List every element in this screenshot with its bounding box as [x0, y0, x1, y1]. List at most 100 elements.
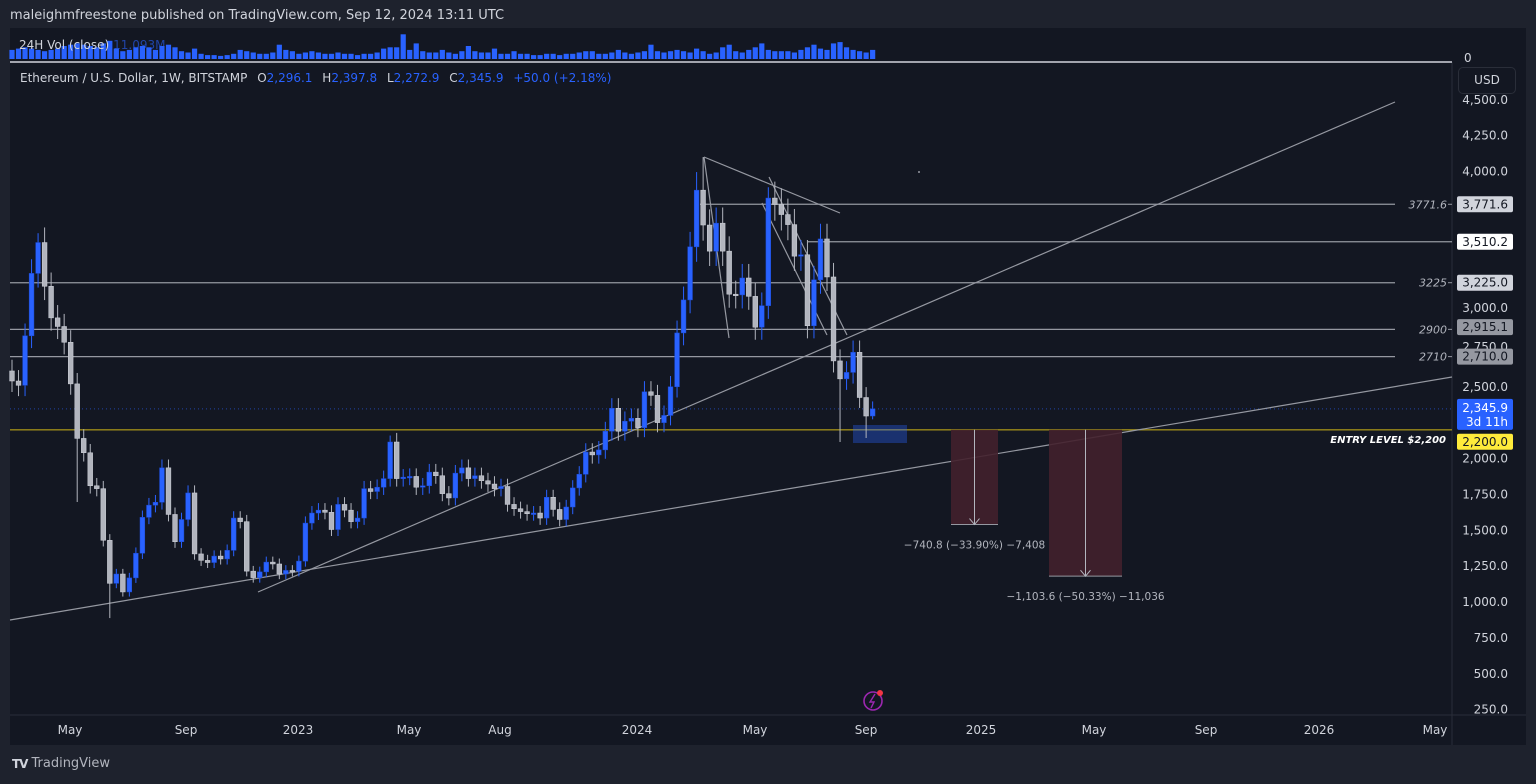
arrow-down-icon — [1080, 569, 1091, 577]
volume-bar — [583, 51, 589, 59]
candle-body — [289, 570, 296, 573]
candle-body — [563, 506, 569, 520]
y-tick-label: 1,000.0 — [1462, 595, 1508, 609]
candle-body — [720, 222, 726, 252]
volume-bar — [81, 44, 87, 59]
candle-body — [211, 555, 217, 563]
candle — [615, 398, 622, 441]
candle-body — [589, 451, 595, 456]
low-label: L — [386, 71, 394, 85]
volume-bar — [485, 52, 491, 59]
volume-bar — [191, 48, 198, 59]
volume-bar — [498, 53, 504, 59]
candle — [739, 263, 745, 309]
candle-body — [674, 332, 680, 387]
volume-bar — [602, 53, 608, 59]
volume-bar — [283, 49, 289, 59]
y-tick-label: 750.0 — [1474, 631, 1508, 645]
candle-body — [276, 563, 282, 575]
candle-body — [224, 550, 230, 560]
candle-body — [159, 467, 165, 503]
x-tick-label: 2023 — [283, 723, 314, 737]
candle — [765, 187, 771, 319]
candle-body — [374, 486, 380, 492]
candle-body — [250, 570, 256, 578]
volume-bar — [667, 51, 674, 59]
horizontal-levels[interactable]: 3771.6 3225 2900 2710 ENTRY LEVEL $2,200 — [10, 198, 1452, 446]
candle-body — [407, 476, 413, 479]
candle — [400, 469, 406, 487]
volume-bar — [609, 52, 615, 59]
candle — [798, 240, 804, 271]
volume-bar — [120, 51, 126, 59]
candle — [824, 223, 830, 292]
candle-body — [296, 560, 302, 572]
candle — [237, 511, 243, 529]
volume-bar — [178, 51, 185, 59]
volume-bar — [426, 52, 432, 59]
candle-body — [609, 408, 615, 432]
candle — [609, 398, 615, 441]
candle-body — [283, 570, 289, 575]
level-label: 2900 — [1419, 323, 1447, 336]
volume-bar — [28, 48, 35, 59]
x-tick-label: May — [397, 723, 422, 737]
currency-button[interactable]: USD — [1458, 67, 1516, 94]
volume-bar — [42, 51, 48, 59]
volume-bar — [9, 49, 15, 59]
descending-top-line[interactable] — [703, 156, 841, 214]
candle — [622, 411, 628, 441]
candle-body — [648, 391, 654, 396]
candle — [433, 463, 439, 484]
candle-body — [361, 488, 367, 519]
symbol-title[interactable]: Ethereum / U.S. Dollar, 1W, BITSTAMP — [20, 71, 248, 85]
candle-body — [152, 502, 159, 506]
volume-bar — [837, 42, 843, 59]
symbol-legend[interactable]: Ethereum / U.S. Dollar, 1W, BITSTAMP O2,… — [20, 71, 611, 85]
x-tick-label: May — [58, 723, 83, 737]
volume-bar — [439, 49, 445, 59]
candle-body — [94, 485, 100, 489]
current-price-label: 2,345.9 — [1462, 401, 1508, 415]
candle-body — [511, 504, 517, 509]
volume-value: 11.093M — [113, 38, 166, 52]
candle — [270, 556, 276, 570]
candle-body — [302, 522, 309, 562]
candle-body — [778, 204, 785, 215]
candle-body — [28, 273, 35, 337]
volume-bar — [126, 49, 132, 59]
entry-level-label: ENTRY LEVEL $2,200 — [1330, 435, 1446, 446]
volume-bar — [465, 46, 471, 59]
measurements[interactable]: −740.8 (−33.90%) −7,408 −1,103.6 (−50.33%… — [904, 429, 1165, 603]
candle — [87, 443, 93, 494]
candle — [628, 408, 635, 431]
volume-bar — [654, 51, 661, 59]
volume-bar — [524, 53, 530, 59]
candle-body — [785, 214, 791, 225]
volume-bar — [596, 53, 602, 59]
candle-body — [48, 286, 54, 319]
lightning-icon[interactable] — [863, 690, 883, 711]
candle-body — [811, 279, 817, 327]
candle-body — [628, 418, 635, 422]
tradingview-logo[interactable]: TV TradingView — [12, 756, 110, 771]
volume-bar — [315, 52, 322, 59]
candle-body — [165, 467, 172, 515]
candle — [283, 565, 289, 580]
support-trendline[interactable] — [9, 376, 1453, 621]
level-label: 2710 — [1419, 351, 1447, 364]
volume-bar — [289, 51, 295, 59]
candle-body — [869, 408, 876, 417]
volume-bar — [74, 43, 80, 59]
candle — [354, 511, 361, 529]
candle-body — [765, 197, 771, 306]
support-zone-box[interactable] — [853, 425, 907, 443]
rising-trendline[interactable] — [257, 101, 1396, 593]
volume-bar — [824, 49, 830, 59]
volume-bar — [433, 52, 439, 59]
candle — [837, 349, 843, 442]
candle — [231, 511, 237, 557]
x-tick-label: 2025 — [966, 723, 997, 737]
candle — [9, 359, 15, 392]
